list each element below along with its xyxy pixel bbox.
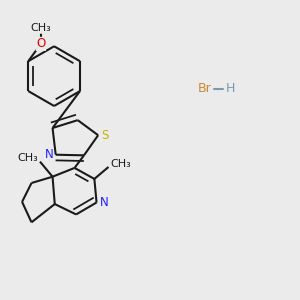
Text: O: O (36, 38, 46, 50)
Text: CH₃: CH₃ (110, 159, 131, 169)
Text: N: N (100, 196, 109, 209)
Text: H: H (226, 82, 235, 95)
Text: Br: Br (198, 82, 212, 95)
Text: CH₃: CH₃ (18, 153, 38, 163)
Text: CH₃: CH₃ (31, 23, 51, 33)
Text: S: S (101, 129, 109, 142)
Text: N: N (44, 148, 53, 161)
